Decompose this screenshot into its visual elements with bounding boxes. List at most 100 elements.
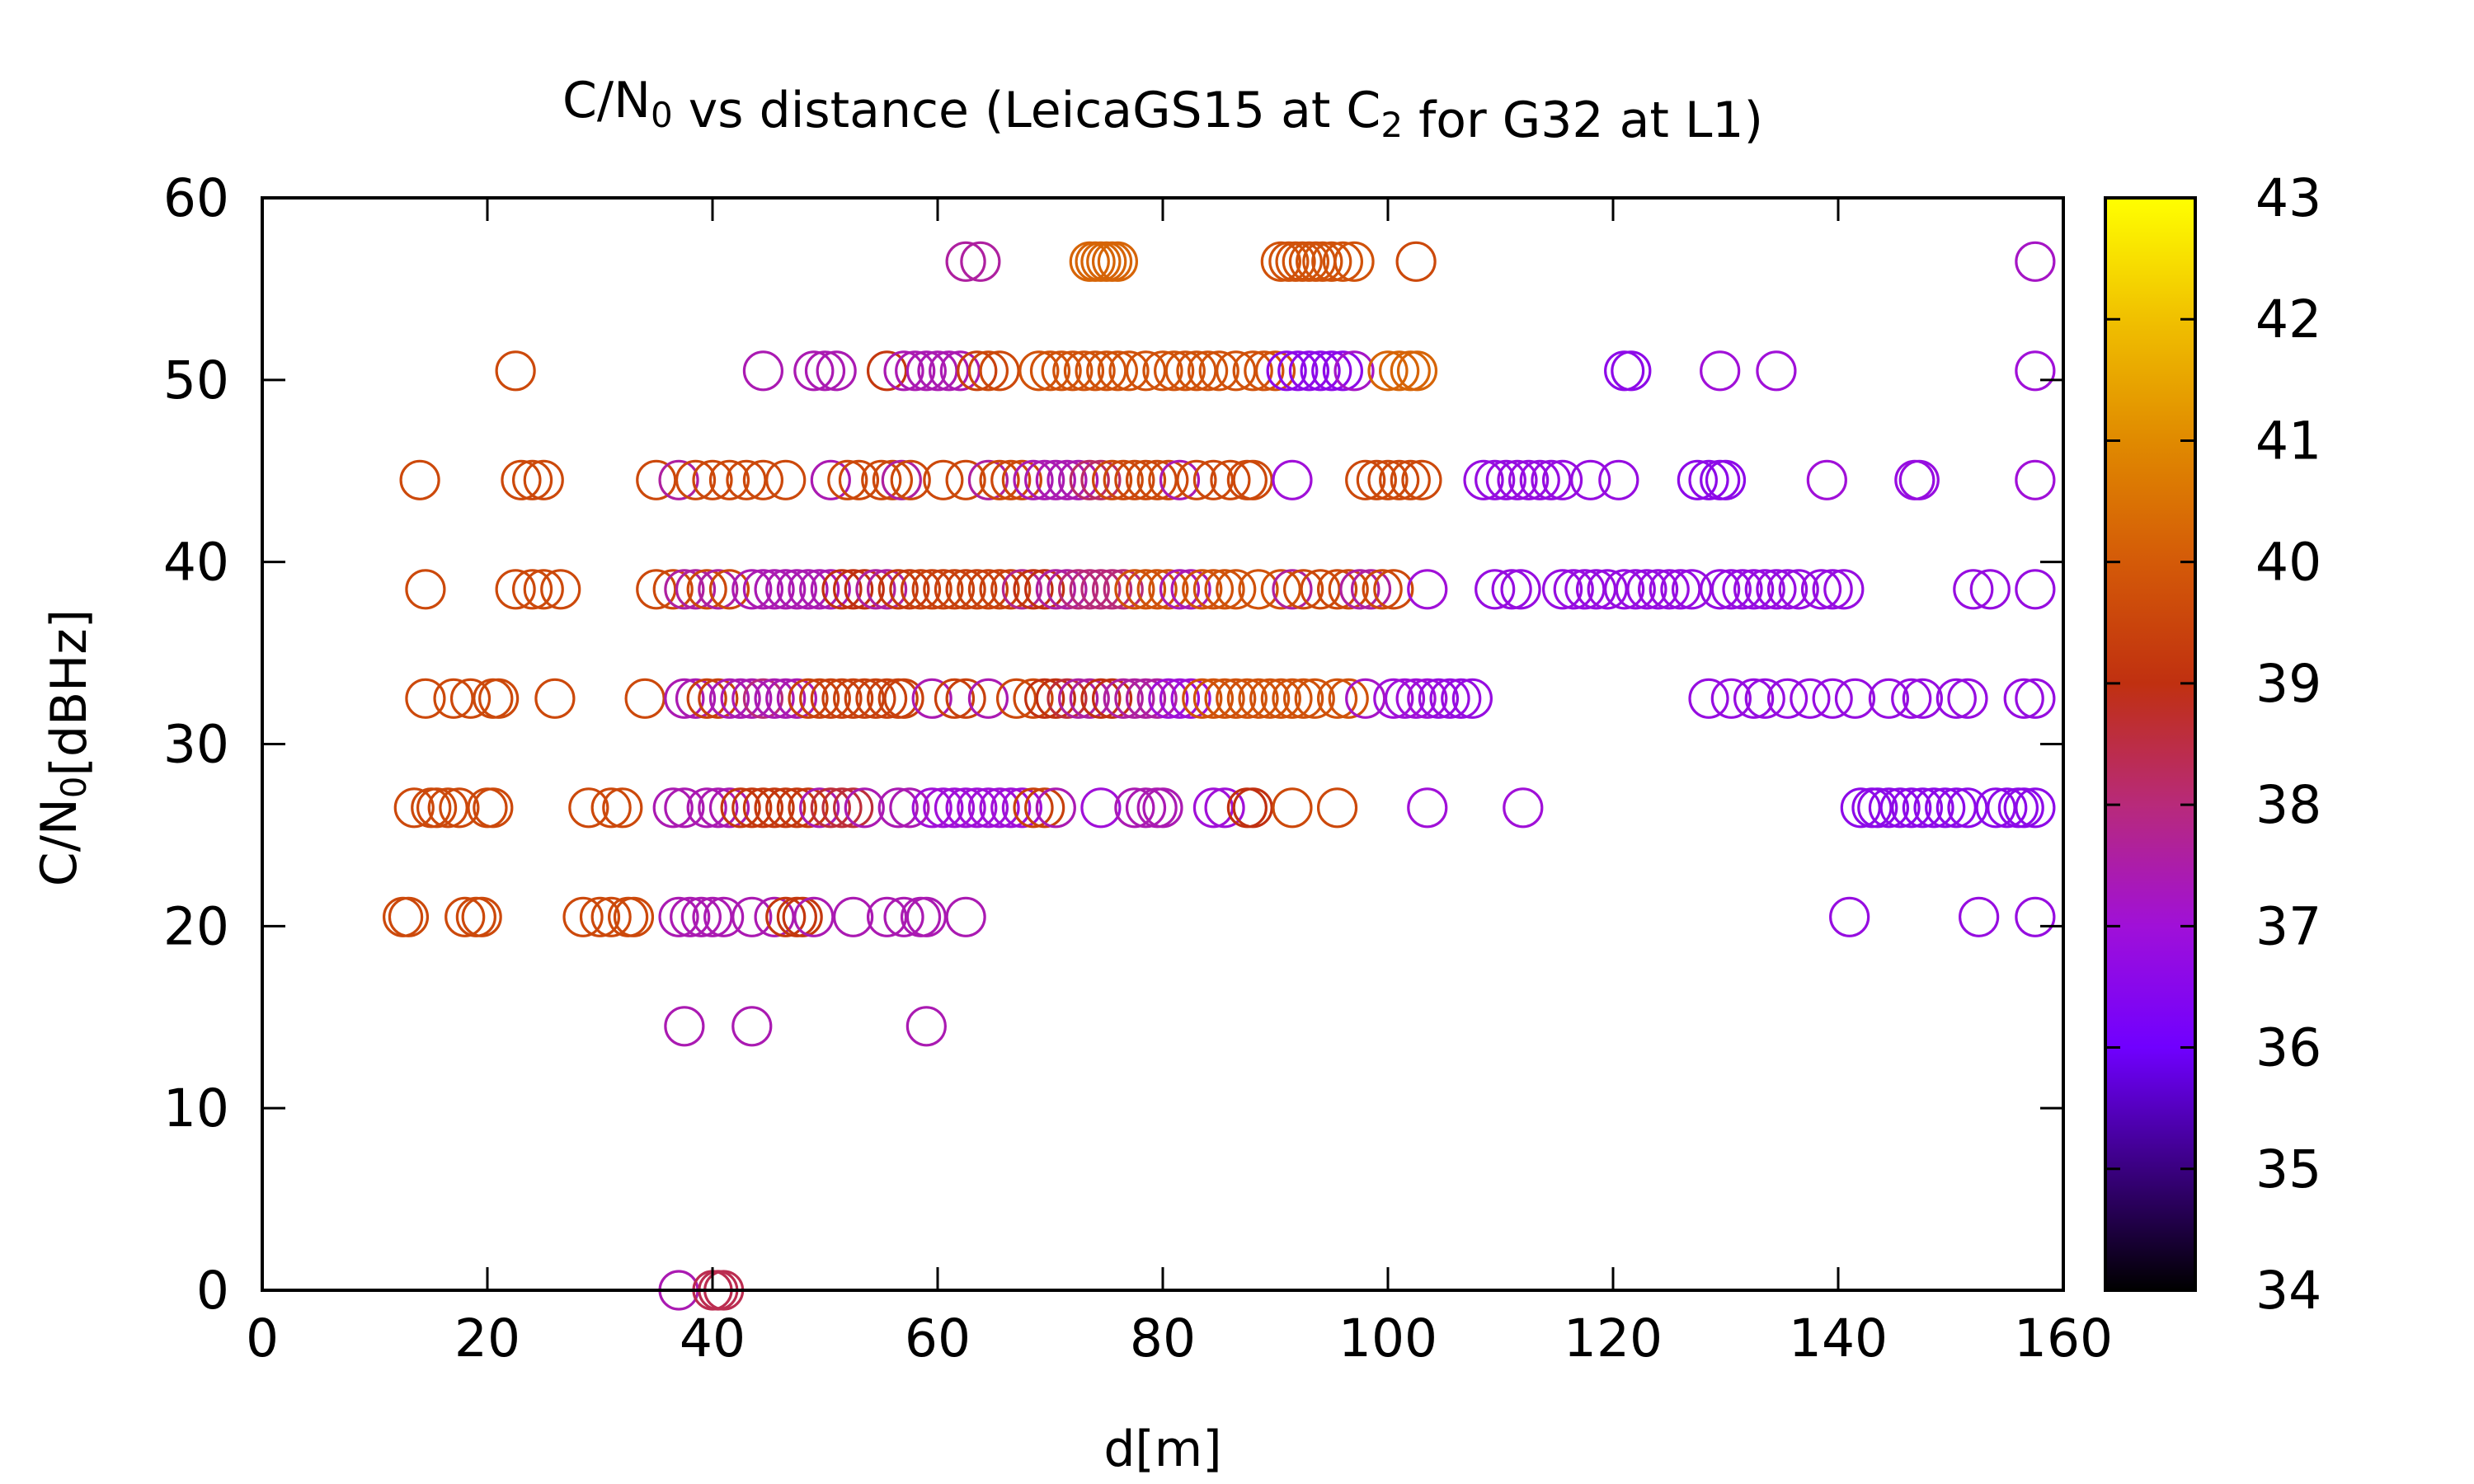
- data-point: [866, 569, 908, 610]
- data-point: [731, 896, 773, 937]
- data-point: [433, 678, 474, 719]
- data-point: [1035, 459, 1076, 500]
- data-point: [1024, 459, 1065, 500]
- data-point: [866, 896, 908, 937]
- data-point: [461, 896, 502, 937]
- data-point: [731, 678, 773, 719]
- data-point: [765, 569, 807, 610]
- data-point: [1316, 787, 1358, 829]
- data-point: [788, 787, 829, 829]
- data-point: [1316, 569, 1358, 610]
- data-point: [1035, 569, 1076, 610]
- data-point: [1947, 678, 1988, 719]
- data-point: [658, 459, 699, 500]
- x-tick-label: 80: [1130, 1308, 1196, 1369]
- x-tick-label: 0: [246, 1308, 279, 1369]
- y-tick-label: 20: [163, 896, 229, 956]
- data-point: [1401, 459, 1442, 500]
- data-point: [708, 569, 750, 610]
- data-point: [1159, 459, 1201, 500]
- data-point: [911, 787, 952, 829]
- data-point: [1063, 350, 1105, 392]
- data-point: [1733, 678, 1775, 719]
- data-point: [1766, 678, 1808, 719]
- data-point: [810, 569, 851, 610]
- data-point: [1052, 350, 1094, 392]
- data-point: [1260, 678, 1301, 719]
- colorbar-tick-label: 35: [2255, 1139, 2321, 1200]
- x-tick-label: 160: [2014, 1308, 2113, 1369]
- data-point: [698, 787, 739, 829]
- data-point: [895, 350, 936, 392]
- data-point: [1311, 241, 1352, 282]
- data-point: [754, 569, 795, 610]
- colorbar-tick-label: 39: [2255, 654, 2321, 714]
- data-point: [1700, 350, 1741, 392]
- data-point: [2015, 350, 2056, 392]
- data-point: [2015, 241, 2056, 282]
- data-point: [1891, 787, 1932, 829]
- data-point: [1198, 350, 1239, 392]
- data-point: [568, 787, 609, 829]
- data-point: [664, 569, 705, 610]
- data-point: [765, 896, 807, 937]
- data-point: [1108, 350, 1150, 392]
- data-point: [1080, 787, 1122, 829]
- data-point: [855, 569, 896, 610]
- data-point: [1176, 350, 1217, 392]
- data-point: [1013, 569, 1054, 610]
- data-point: [934, 787, 976, 829]
- data-point: [1935, 787, 1977, 829]
- data-point: [861, 459, 902, 500]
- data-point: [1500, 569, 1541, 610]
- data-point: [1350, 569, 1392, 610]
- data-point: [1125, 350, 1167, 392]
- data-point: [821, 569, 863, 610]
- data-point: [1170, 569, 1211, 610]
- data-point: [444, 896, 486, 937]
- data-point: [788, 569, 829, 610]
- data-point: [1744, 678, 1785, 719]
- data-point: [1598, 459, 1639, 500]
- data-point: [1114, 678, 1155, 719]
- data-point: [1204, 678, 1245, 719]
- data-point: [427, 787, 468, 829]
- data-point: [934, 678, 976, 719]
- data-point: [1182, 678, 1223, 719]
- data-point: [1272, 459, 1313, 500]
- data-point: [624, 678, 666, 719]
- data-point: [1959, 896, 2000, 937]
- data-point: [1823, 569, 1865, 610]
- data-point: [1975, 787, 2016, 829]
- data-point: [1260, 569, 1301, 610]
- data-point: [866, 678, 908, 719]
- data-point: [1637, 569, 1679, 610]
- data-point: [540, 569, 581, 610]
- data-point: [1396, 350, 1438, 392]
- data-point: [945, 459, 986, 500]
- data-point: [1429, 678, 1470, 719]
- data-point: [1322, 241, 1364, 282]
- data-point: [2003, 787, 2044, 829]
- data-point: [1249, 678, 1291, 719]
- data-point: [1790, 678, 1831, 719]
- data-point: [1407, 678, 1448, 719]
- data-point: [1047, 678, 1088, 719]
- data-point: [1969, 569, 2011, 610]
- data-point: [590, 896, 632, 937]
- data-point: [1272, 678, 1313, 719]
- data-point: [1756, 569, 1797, 610]
- data-point: [1379, 350, 1420, 392]
- data-point: [692, 896, 733, 937]
- data-point: [1475, 459, 1516, 500]
- data-point: [686, 787, 727, 829]
- data-point: [1142, 787, 1183, 829]
- data-point: [1379, 459, 1420, 500]
- data-point: [698, 678, 739, 719]
- data-point: [990, 459, 1032, 500]
- data-point: [890, 459, 931, 500]
- data-point: [675, 459, 717, 500]
- data-point: [844, 787, 885, 829]
- data-point: [1451, 678, 1493, 719]
- data-point: [1373, 569, 1414, 610]
